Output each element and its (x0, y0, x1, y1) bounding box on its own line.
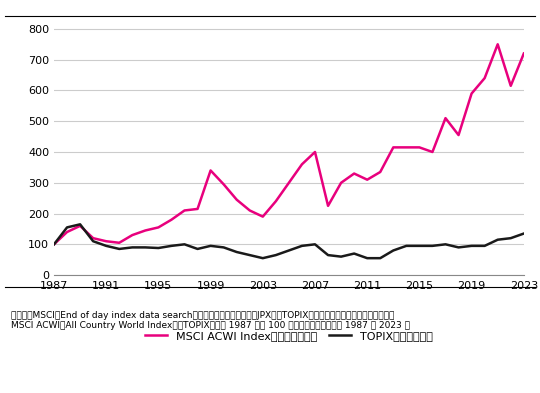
TOPIX（国内株式） (455, 245, 462, 250)
MSCI ACWI Index（全世界株式） (508, 83, 514, 88)
TOPIX（国内株式） (377, 256, 383, 261)
MSCI ACWI Index（全世界株式） (260, 214, 266, 219)
TOPIX（国内株式） (273, 253, 279, 257)
TOPIX（国内株式） (194, 246, 201, 251)
TOPIX（国内株式） (429, 244, 436, 248)
MSCI ACWI Index（全世界株式） (194, 207, 201, 211)
TOPIX（国内株式） (442, 242, 449, 247)
MSCI ACWI Index（全世界株式） (129, 233, 136, 237)
MSCI ACWI Index（全世界株式） (442, 116, 449, 121)
TOPIX（国内株式） (481, 244, 488, 248)
TOPIX（国内株式） (246, 253, 253, 257)
MSCI ACWI Index（全世界株式） (220, 182, 227, 187)
TOPIX（国内株式） (142, 245, 149, 250)
MSCI ACWI Index（全世界株式） (495, 42, 501, 47)
MSCI ACWI Index（全世界株式） (455, 133, 462, 138)
TOPIX（国内株式） (325, 253, 331, 257)
TOPIX（国内株式） (207, 244, 214, 248)
MSCI ACWI Index（全世界株式） (286, 180, 292, 185)
MSCI ACWI Index（全世界株式） (116, 241, 123, 245)
MSCI ACWI Index（全世界株式） (246, 208, 253, 213)
MSCI ACWI Index（全世界株式） (168, 217, 174, 222)
MSCI ACWI Index（全世界株式） (90, 236, 96, 241)
MSCI ACWI Index（全世界株式） (468, 91, 475, 96)
MSCI ACWI Index（全世界株式） (142, 228, 149, 233)
MSCI ACWI Index（全世界株式） (64, 230, 70, 234)
MSCI ACWI Index（全世界株式） (377, 170, 383, 174)
MSCI ACWI Index（全世界株式） (77, 224, 83, 228)
MSCI ACWI Index（全世界株式） (299, 162, 305, 167)
TOPIX（国内株式） (168, 244, 174, 248)
MSCI ACWI Index（全世界株式） (155, 225, 161, 230)
TOPIX（国内株式） (103, 244, 110, 248)
MSCI ACWI Index（全世界株式） (481, 76, 488, 81)
TOPIX（国内株式） (155, 246, 161, 250)
MSCI ACWI Index（全世界株式） (207, 168, 214, 173)
MSCI ACWI Index（全世界株式） (273, 199, 279, 204)
TOPIX（国内株式） (351, 251, 357, 256)
TOPIX（国内株式） (129, 245, 136, 250)
TOPIX（国内株式） (338, 254, 345, 259)
Legend: MSCI ACWI Index（全世界株式）, TOPIX（国内株式）: MSCI ACWI Index（全世界株式）, TOPIX（国内株式） (141, 327, 437, 345)
MSCI ACWI Index（全世界株式） (416, 145, 423, 150)
TOPIX（国内株式） (220, 245, 227, 250)
TOPIX（国内株式） (90, 239, 96, 244)
TOPIX（国内株式） (521, 231, 527, 236)
MSCI ACWI Index（全世界株式） (325, 204, 331, 208)
TOPIX（国内株式） (364, 256, 370, 261)
MSCI ACWI Index（全世界株式） (51, 242, 57, 247)
MSCI ACWI Index（全世界株式） (181, 208, 188, 213)
TOPIX（国内株式） (77, 222, 83, 227)
TOPIX（国内株式） (312, 242, 318, 247)
MSCI ACWI Index（全世界株式） (403, 145, 409, 150)
TOPIX（国内株式） (51, 242, 57, 247)
MSCI ACWI Index（全世界株式） (233, 197, 240, 202)
TOPIX（国内株式） (416, 244, 423, 248)
TOPIX（国内株式） (116, 246, 123, 251)
MSCI ACWI Index（全世界株式） (429, 150, 436, 154)
MSCI ACWI Index（全世界株式） (351, 171, 357, 176)
TOPIX（国内株式） (286, 248, 292, 253)
TOPIX（国内株式） (468, 244, 475, 248)
TOPIX（国内株式） (299, 244, 305, 248)
Line: MSCI ACWI Index（全世界株式）: MSCI ACWI Index（全世界株式） (54, 44, 524, 244)
MSCI ACWI Index（全世界株式） (364, 177, 370, 182)
TOPIX（国内株式） (403, 244, 409, 248)
TOPIX（国内株式） (233, 250, 240, 254)
MSCI ACWI Index（全世界株式） (390, 145, 396, 150)
MSCI ACWI Index（全世界株式） (312, 150, 318, 154)
MSCI ACWI Index（全世界株式） (338, 180, 345, 185)
TOPIX（国内株式） (508, 236, 514, 241)
MSCI ACWI Index（全世界株式） (521, 51, 527, 56)
MSCI ACWI Index（全世界株式） (103, 239, 110, 244)
TOPIX（国内株式） (260, 256, 266, 261)
TOPIX（国内株式） (390, 248, 396, 253)
TOPIX（国内株式） (495, 237, 501, 242)
TOPIX（国内株式） (64, 225, 70, 230)
Line: TOPIX（国内株式）: TOPIX（国内株式） (54, 224, 524, 258)
TOPIX（国内株式） (181, 242, 188, 247)
Text: （出所）MSCI「End of day index data search」、日本取引所グループ（JPX）「TOPIX（東証株価指数）」より筆者作成。
MSCI: （出所）MSCI「End of day index data search」、日… (11, 311, 410, 330)
